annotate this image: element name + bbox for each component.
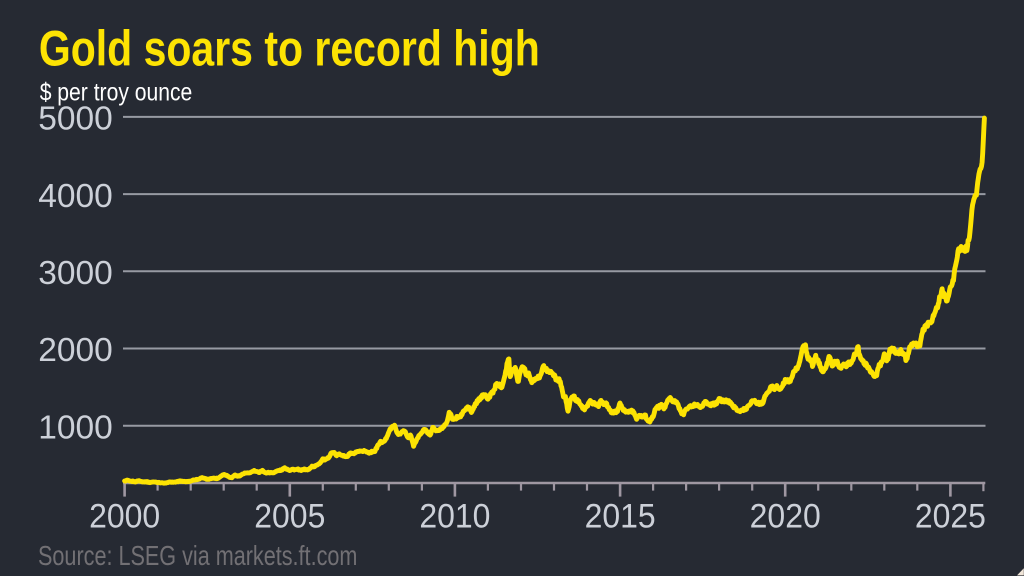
svg-text:2010: 2010	[419, 496, 490, 534]
svg-text:2015: 2015	[585, 496, 656, 534]
svg-text:2005: 2005	[254, 496, 325, 534]
svg-text:$ per troy ounce: $ per troy ounce	[40, 78, 193, 106]
svg-text:2000: 2000	[38, 332, 113, 369]
svg-text:2020: 2020	[750, 496, 821, 534]
svg-text:2000: 2000	[89, 496, 160, 534]
svg-text:2025: 2025	[915, 496, 986, 534]
svg-text:3000: 3000	[38, 255, 113, 292]
svg-text:Gold soars to record high: Gold soars to record high	[39, 20, 540, 76]
svg-text:1000: 1000	[38, 409, 113, 446]
svg-text:4000: 4000	[38, 178, 113, 215]
svg-text:Source: LSEG via markets.ft.co: Source: LSEG via markets.ft.com	[38, 540, 357, 571]
svg-text:5000: 5000	[38, 101, 113, 138]
